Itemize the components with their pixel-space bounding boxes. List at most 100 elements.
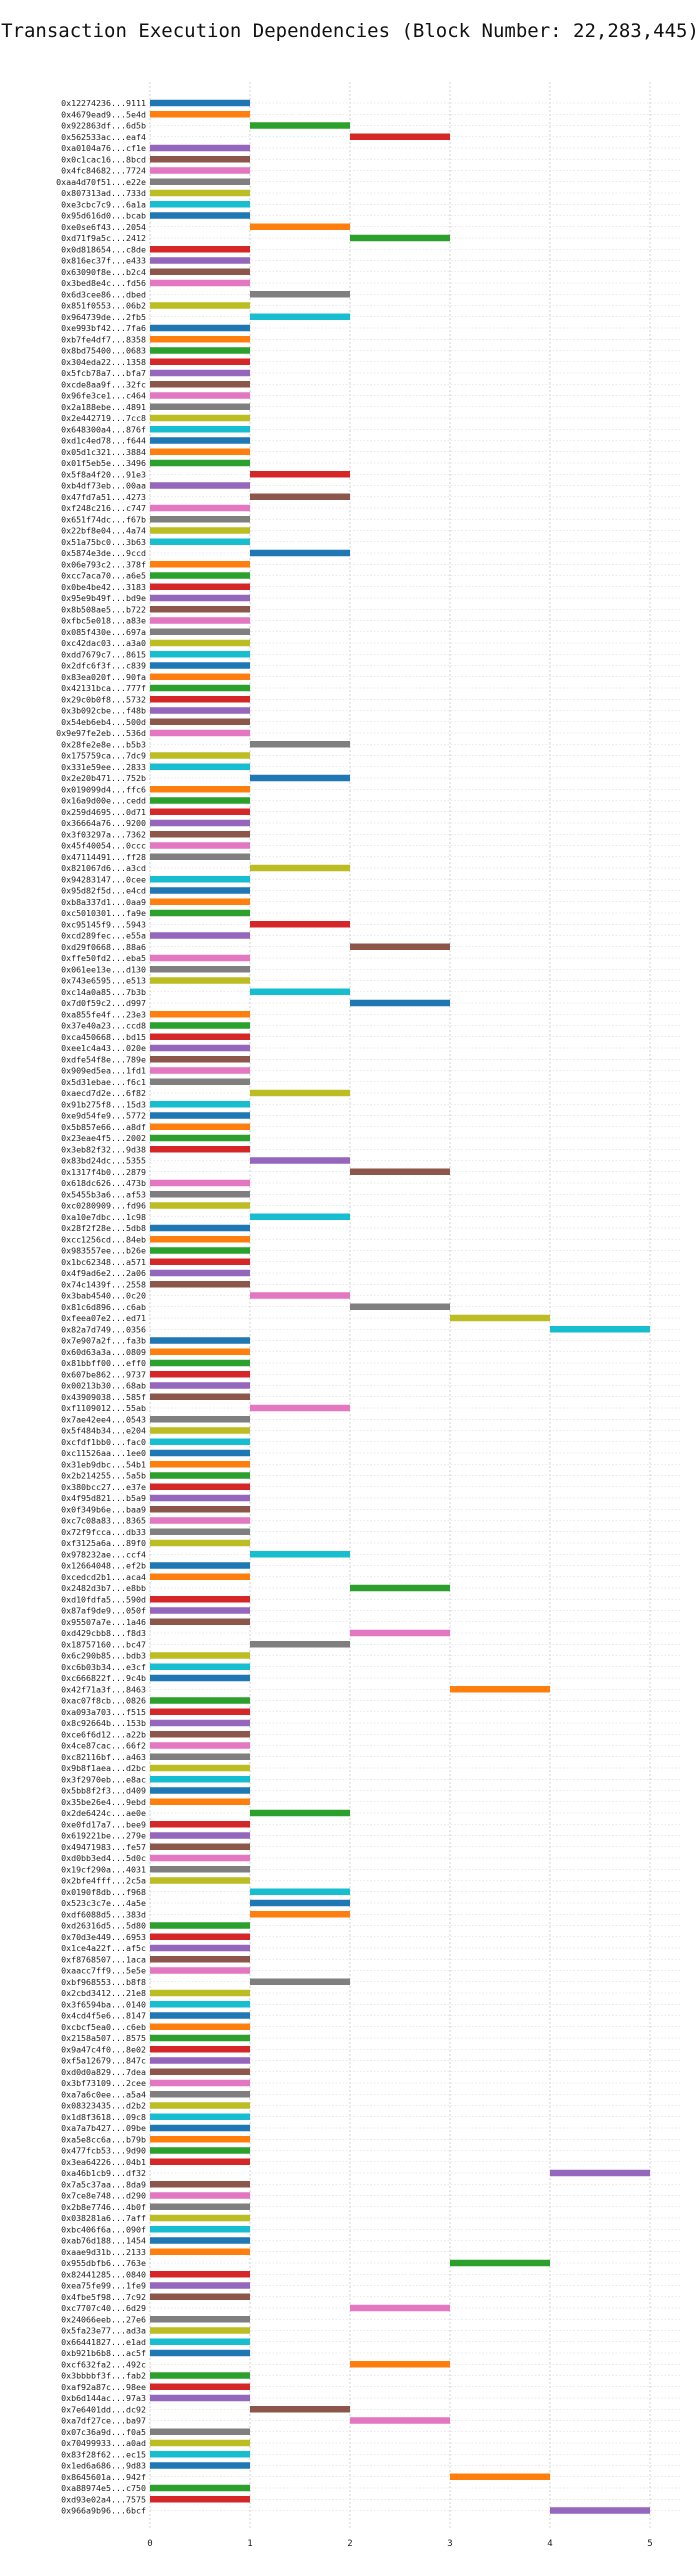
- y-tick-label: 0x618dc626...473b: [61, 1178, 146, 1188]
- bar: [150, 876, 250, 883]
- bar: [250, 864, 350, 872]
- x-tick-label: 5: [647, 2539, 652, 2549]
- y-tick-label: 0xaae9d31b...2133: [61, 2247, 146, 2257]
- bar: [250, 1292, 350, 1299]
- y-tick-label: 0x0f349b6e...baa9: [61, 1504, 146, 1514]
- bar: [150, 1179, 250, 1187]
- bar: [350, 943, 450, 950]
- y-tick-label: 0xa46b1cb9...df32: [61, 2168, 146, 2178]
- y-tick-label: 0x2b214255...5a5b: [61, 1471, 146, 1481]
- bar: [150, 1933, 250, 1940]
- bar: [150, 1011, 250, 1018]
- bar: [150, 561, 250, 568]
- y-tick-label: 0x3bbbbf3f...fab2: [61, 2371, 146, 2381]
- bar: [150, 324, 250, 332]
- bar: [150, 887, 250, 894]
- bar: [150, 763, 250, 770]
- y-tick-label: 0x5f484b34...e204: [61, 1426, 146, 1436]
- y-tick-label: 0xf8768507...1aca: [61, 1954, 146, 1964]
- bar: [150, 1224, 250, 1232]
- bar: [250, 741, 350, 748]
- y-tick-label: 0x8c92664b...153b: [61, 1718, 146, 1728]
- y-tick-label: 0x4cd4f5e6...8147: [61, 2011, 146, 2021]
- y-tick-label: 0xdd7679c7...8615: [61, 649, 146, 659]
- bar: [150, 1348, 250, 1355]
- bar: [250, 988, 350, 995]
- bar: [150, 437, 250, 444]
- bar: [150, 2158, 250, 2165]
- y-tick-label: 0x5fa23e77...ad3a: [61, 2326, 146, 2336]
- y-tick-label: 0x83ea020f...90fa: [61, 672, 146, 682]
- y-tick-label: 0x2e20b471...752b: [61, 773, 146, 783]
- y-tick-label: 0x72f9fcca...db33: [61, 1527, 146, 1537]
- y-tick-label: 0xcde8aa9f...32fc: [61, 379, 146, 389]
- bar: [150, 2484, 250, 2492]
- bar: [150, 2091, 250, 2098]
- y-tick-label: 0x4fc84682...7724: [61, 166, 146, 176]
- bar: [150, 1764, 250, 1772]
- y-tick-label: 0x1ce4a22f...af5c: [61, 1943, 146, 1953]
- y-tick-label: 0xbc406f6a...090f: [61, 2224, 146, 2234]
- y-tick-label: 0x743e6595...e513: [61, 976, 146, 986]
- bar: [350, 1168, 450, 1175]
- bar: [150, 448, 250, 455]
- bar: [150, 201, 250, 208]
- bar: [150, 302, 250, 309]
- x-tick-label: 2: [347, 2539, 352, 2549]
- y-tick-label: 0x2482d3b7...e8bb: [61, 1583, 146, 1593]
- bar: [350, 234, 450, 242]
- bar: [150, 369, 250, 377]
- bar: [550, 2507, 650, 2514]
- y-tick-label: 0x955dbfb6...763e: [61, 2258, 146, 2268]
- y-tick-label: 0xb8a337d1...0aa9: [61, 897, 146, 907]
- x-tick-label: 1: [247, 2539, 252, 2549]
- y-tick-label: 0xc42dac03...a3a0: [61, 638, 146, 648]
- y-tick-label: 0xab76d188...1454: [61, 2236, 146, 2246]
- bar: [150, 2383, 250, 2390]
- y-tick-label: 0x2a188ebe...4891: [61, 402, 146, 412]
- y-tick-label: 0xee1c4a43...020e: [61, 1043, 146, 1053]
- bar: [150, 2192, 250, 2199]
- bar: [250, 122, 350, 129]
- y-tick-label: 0xfbc5e018...a83e: [61, 616, 146, 626]
- y-tick-label: 0x3f6594ba...0140: [61, 1999, 146, 2009]
- bar: [150, 1101, 250, 1108]
- bar: [150, 1787, 250, 1794]
- bar: [150, 459, 250, 467]
- bar: [250, 1157, 350, 1164]
- y-tick-label: 0x619221be...279e: [61, 1831, 146, 1841]
- y-tick-label: 0x1ed6a686...9d83: [61, 2461, 146, 2471]
- bar: [150, 2012, 250, 2019]
- y-tick-label: 0x31eb9dbc...54b1: [61, 1459, 146, 1469]
- y-tick-label: 0x7e6401dd...dc92: [61, 2404, 146, 2414]
- bar: [150, 1258, 250, 1265]
- y-tick-label: 0x922863df...6d5b: [61, 121, 146, 131]
- y-tick-label: 0xc95145f9...5943: [61, 919, 146, 929]
- y-tick-label: 0x9a47c4f0...8e02: [61, 2044, 146, 2054]
- y-tick-label: 0x816ec37f...e433: [61, 256, 146, 266]
- y-tick-label: 0x2dfc6f3f...c839: [61, 661, 146, 671]
- bar: [150, 1483, 250, 1490]
- bar: [150, 673, 250, 680]
- y-tick-label: 0x37e40a23...ccd8: [61, 1021, 146, 1031]
- bar: [150, 178, 250, 185]
- y-tick-label: 0x91b275f8...15d3: [61, 1099, 146, 1109]
- bar: [150, 1438, 250, 1445]
- y-tick-label: 0x3b092cbe...f48b: [61, 706, 146, 716]
- bar: [150, 2226, 250, 2233]
- bar: [150, 1854, 250, 1862]
- y-tick-label: 0xb6d144ac...97a3: [61, 2393, 146, 2403]
- bar: [250, 313, 350, 320]
- y-tick-label: 0x51a75bc0...3b63: [61, 537, 146, 547]
- bar: [150, 617, 250, 624]
- bar: [150, 111, 250, 118]
- y-tick-label: 0x7a5c37aa...8da9: [61, 2179, 146, 2189]
- y-tick-label: 0x35be26e4...9ebd: [61, 1797, 146, 1807]
- y-tick-label: 0x95d82f5d...e4cd: [61, 886, 146, 896]
- bar: [150, 1539, 250, 1547]
- y-tick-label: 0x4fbe5f98...7c92: [61, 2292, 146, 2302]
- y-tick-label: 0x7ae42ee4...0543: [61, 1414, 146, 1424]
- y-tick-label: 0x8645601a...942f: [61, 2472, 146, 2482]
- y-tick-label: 0x562533ac...eaf4: [61, 132, 146, 142]
- y-tick-label: 0x01f5eb5e...3496: [61, 458, 146, 468]
